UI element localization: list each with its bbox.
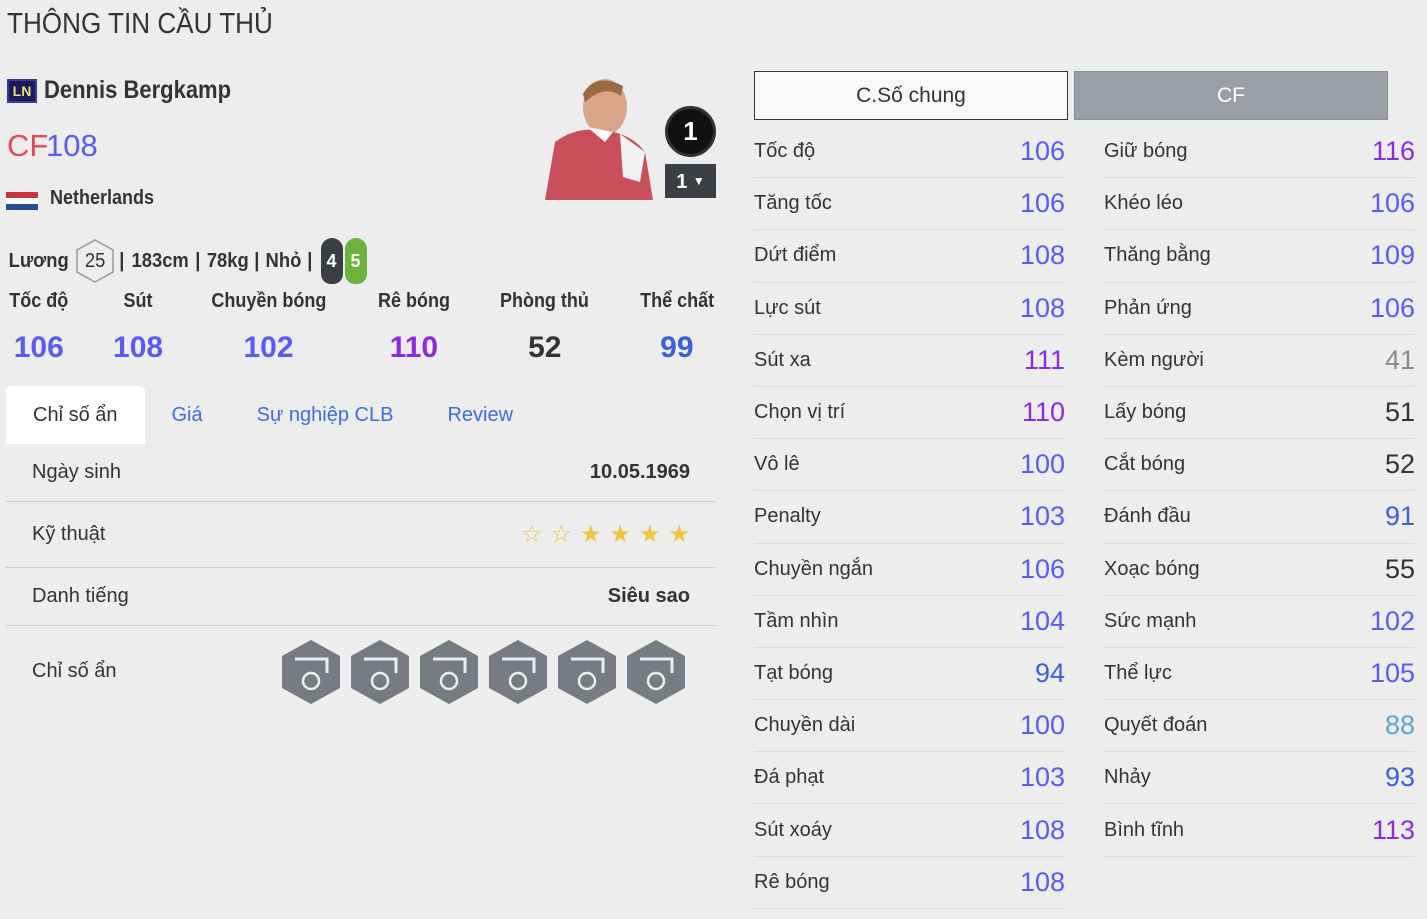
tabs: Chỉ số ẩn Giá Sự nghiệp CLB Review xyxy=(6,386,540,444)
finesse-shot-icon[interactable] xyxy=(555,639,619,705)
info-table: Ngày sinh 10.05.1969 Kỹ thuật ☆ ☆ ★ ★ ★ ★ Danh … xyxy=(6,444,716,717)
stat-row: Lực sút 108 xyxy=(754,283,1065,335)
stats-column-right: Giữ bóng 116 Khéo léo 106 Thăng bằng 109 Phản … xyxy=(1104,126,1415,909)
stat-row: Bình tĩnh 113 xyxy=(1104,804,1415,857)
stat-row: Cắt bóng 52 xyxy=(1104,439,1415,492)
stat-row: Vô lê 100 xyxy=(754,439,1065,492)
stat-row: Khéo léo 106 xyxy=(1104,178,1415,231)
stat-row: Sút xoáy 108 xyxy=(754,804,1065,857)
tab-2[interactable]: Sự nghiệp CLB xyxy=(256,404,394,426)
chevron-down-icon: ▼ xyxy=(692,174,705,188)
stat-row: Chọn vị trí 110 xyxy=(754,387,1065,440)
position-stats-button[interactable]: CF xyxy=(1074,71,1388,120)
flair-icon[interactable] xyxy=(348,639,412,705)
star-empty-icon: ☆ xyxy=(520,521,543,548)
salary-label: Lương xyxy=(8,249,69,272)
player-name: Dennis Bergkamp xyxy=(44,76,232,104)
star-filled-icon: ★ xyxy=(579,521,602,548)
birth-row: Ngày sinh 10.05.1969 xyxy=(32,461,690,483)
skill-row: Kỹ thuật ☆ ☆ ★ ★ ★ ★ xyxy=(6,501,716,567)
stat-row: Chuyền ngắn 106 xyxy=(754,544,1065,596)
stat-row: Nhảy 93 xyxy=(1104,752,1415,805)
stat-row: Dứt điểm 108 xyxy=(754,230,1065,283)
hidden-stats-row: Chỉ số ẩn xyxy=(6,625,716,717)
long-shot-icon[interactable] xyxy=(279,639,343,705)
player-overall: 108 xyxy=(46,128,98,163)
category-value: 110 xyxy=(389,331,439,364)
stat-row: Phản ứng 106 xyxy=(1104,283,1415,335)
tab-3[interactable]: Review xyxy=(447,404,514,426)
rank-badge: 1 xyxy=(665,106,716,157)
netherlands-flag-icon xyxy=(6,192,38,210)
stat-row: Sút xa 111 xyxy=(754,335,1065,387)
skill-stars: ☆ ☆ ★ ★ ★ ★ xyxy=(513,520,690,549)
star-filled-icon: ★ xyxy=(668,521,690,548)
body-type: Nhỏ xyxy=(265,249,302,272)
category-4: Phòng thủ 52 xyxy=(495,290,594,365)
stat-row: Tầm nhìn 104 xyxy=(754,596,1065,648)
category-value: 106 xyxy=(13,331,64,364)
stat-row: Đá phạt 103 xyxy=(754,752,1065,805)
category-0: Tốc độ 106 xyxy=(6,290,72,365)
category-3: Rê bóng 110 xyxy=(374,290,454,365)
nation: Netherlands xyxy=(50,187,155,209)
category-1: Sút 108 xyxy=(113,290,164,364)
tab-1[interactable]: Giá xyxy=(171,404,203,426)
stat-row: Lấy bóng 51 xyxy=(1104,387,1415,440)
stat-row: Xoạc bóng 55 xyxy=(1104,544,1415,596)
stat-row: Chuyền dài 100 xyxy=(754,700,1065,753)
category-2: Chuyền bóng 102 xyxy=(205,290,333,365)
hidden-stat-icons xyxy=(279,639,688,705)
playmaker-icon[interactable] xyxy=(624,639,688,705)
stat-row: Đánh đầu 91 xyxy=(1104,491,1415,544)
stat-row: Rê bóng 108 xyxy=(754,857,1065,909)
stat-row: Penalty 103 xyxy=(754,491,1065,544)
stat-row: Giữ bóng 116 xyxy=(1104,126,1415,179)
chip-shot-icon[interactable] xyxy=(486,639,550,705)
stat-row: Quyết đoán 88 xyxy=(1104,700,1415,753)
category-value: 108 xyxy=(113,331,164,364)
tab-0[interactable]: Chỉ số ẩn xyxy=(6,386,145,444)
salary-badge: 25 xyxy=(75,239,115,283)
season-badge: LN xyxy=(7,79,37,103)
stat-row: Thăng bằng 109 xyxy=(1104,230,1415,283)
page-title: THÔNG TIN CẦU THỦ xyxy=(7,8,273,40)
star-filled-icon: ★ xyxy=(638,521,661,548)
stats-column-left: Tốc độ 106 Tăng tốc 106 Dứt điểm 108 Lực sút 10… xyxy=(754,126,1065,909)
stat-row: Thể lực 105 xyxy=(1104,648,1415,701)
stat-row: Kèm người 41 xyxy=(1104,335,1415,387)
general-stats-button[interactable]: C.Số chung xyxy=(754,71,1068,120)
fame-row: Danh tiếng Siêu sao xyxy=(6,567,716,625)
stats-panel: C.Số chung CF Tốc độ 106 Tăng tốc 106 Dứt đi… xyxy=(754,71,1415,909)
category-value: 99 xyxy=(660,331,694,364)
category-5: Thể chất 99 xyxy=(636,290,718,365)
player-photo xyxy=(545,79,653,200)
stat-row: Tăng tốc 106 xyxy=(754,178,1065,231)
category-stats: Tốc độ 106 Sút 108 Chuyền bóng 102 Rê bóng 110 P… xyxy=(6,290,718,365)
level-dropdown[interactable]: 1 ▼ xyxy=(665,164,716,198)
left-foot: 4 xyxy=(320,238,343,284)
stat-row: Tạt bóng 94 xyxy=(754,648,1065,701)
right-foot: 5 xyxy=(344,238,367,284)
weight: 78kg xyxy=(206,249,249,272)
star-empty-icon: ☆ xyxy=(550,521,572,548)
stat-row: Tốc độ 106 xyxy=(754,126,1065,179)
star-filled-icon: ★ xyxy=(609,521,631,548)
power-header-icon[interactable] xyxy=(417,639,481,705)
stat-row: Sức mạnh 102 xyxy=(1104,596,1415,648)
player-position: CF xyxy=(7,128,49,163)
category-value: 52 xyxy=(528,331,562,364)
category-value: 102 xyxy=(243,331,294,364)
height: 183cm xyxy=(131,249,189,272)
